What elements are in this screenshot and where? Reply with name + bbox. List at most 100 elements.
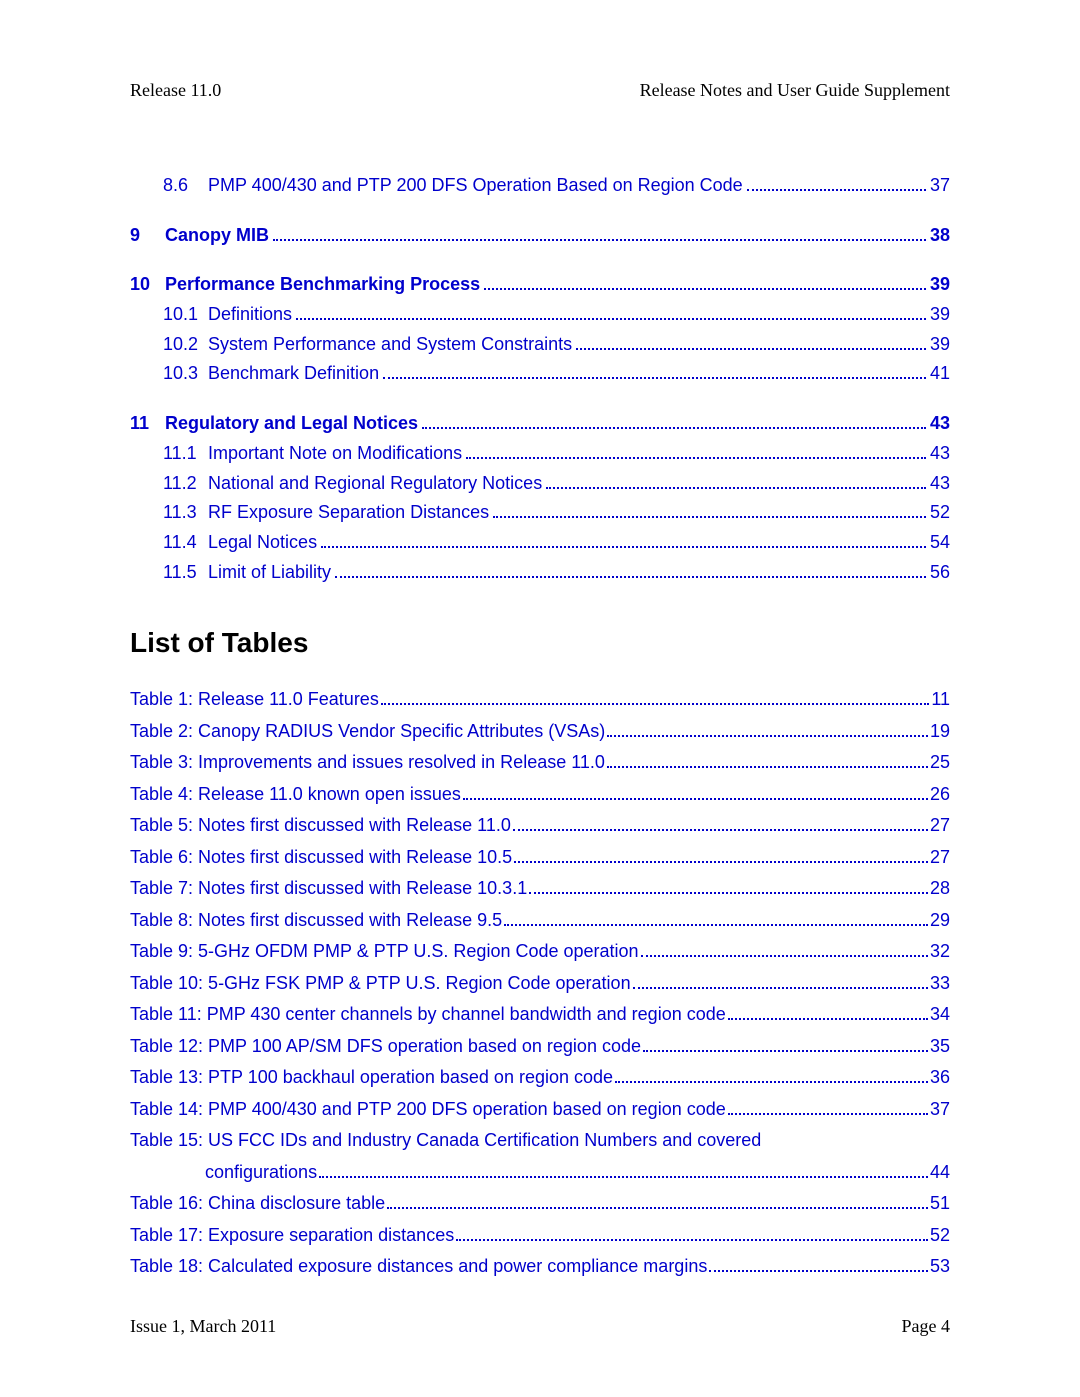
lot-leader-dots [504, 906, 928, 926]
toc-sub-entry[interactable]: 11.2National and Regional Regulatory Not… [130, 469, 950, 499]
lot-entry[interactable]: Table 3: Improvements and issues resolve… [130, 747, 950, 779]
lot-leader-dots [319, 1158, 928, 1178]
toc-sub-entry[interactable]: 11.1Important Note on Modifications43 [130, 439, 950, 469]
lot-entry[interactable]: Table 5: Notes first discussed with Rele… [130, 810, 950, 842]
lot-entry-page: 53 [930, 1251, 950, 1283]
lot-leader-dots [529, 874, 928, 894]
lot-leader-dots [456, 1221, 928, 1241]
toc-entry-number: 10.3 [163, 359, 208, 389]
toc-leader-dots [546, 469, 926, 489]
toc-entry-number: 11.5 [163, 558, 208, 588]
toc-entry-number: 10.1 [163, 300, 208, 330]
lot-entry[interactable]: Table 12: PMP 100 AP/SM DFS operation ba… [130, 1031, 950, 1063]
toc-sub-entry[interactable]: 10.3Benchmark Definition41 [130, 359, 950, 389]
toc-entry-page: 52 [930, 498, 950, 528]
toc-entry-title: RF Exposure Separation Distances [208, 498, 489, 528]
toc-entry-page: 39 [930, 330, 950, 360]
toc-sub-entry[interactable]: 8.6PMP 400/430 and PTP 200 DFS Operation… [130, 171, 950, 201]
lot-leader-dots [381, 685, 929, 705]
lot-entry[interactable]: Table 13: PTP 100 backhaul operation bas… [130, 1062, 950, 1094]
toc-entry-title: Important Note on Modifications [208, 439, 462, 469]
lot-entry-title: Table 18: Calculated exposure distances … [130, 1251, 707, 1283]
header-right: Release Notes and User Guide Supplement [640, 80, 950, 101]
toc-chapter-entry[interactable]: 10Performance Benchmarking Process39 [130, 270, 950, 300]
lot-entry-title: Table 9: 5-GHz OFDM PMP & PTP U.S. Regio… [130, 936, 639, 968]
lot-entry-title: Table 6: Notes first discussed with Rele… [130, 842, 512, 874]
toc-sub-entry[interactable]: 10.2System Performance and System Constr… [130, 330, 950, 360]
lot-entry-page: 37 [930, 1094, 950, 1126]
lot-entry[interactable]: Table 10: 5-GHz FSK PMP & PTP U.S. Regio… [130, 968, 950, 1000]
toc-entry-title: Definitions [208, 300, 292, 330]
toc-entry-title: Benchmark Definition [208, 359, 379, 389]
lot-entry[interactable]: Table 1: Release 11.0 Features11 [130, 684, 950, 716]
lot-leader-dots [615, 1063, 928, 1083]
toc-entry-page: 39 [930, 300, 950, 330]
lot-entry-title: Table 8: Notes first discussed with Rele… [130, 905, 502, 937]
lot-entry[interactable]: Table 8: Notes first discussed with Rele… [130, 905, 950, 937]
lot-entry-title: Table 10: 5-GHz FSK PMP & PTP U.S. Regio… [130, 968, 631, 1000]
lot-entry-title: Table 2: Canopy RADIUS Vendor Specific A… [130, 716, 605, 748]
lot-entry[interactable]: Table 15: US FCC IDs and Industry Canada… [130, 1125, 950, 1188]
toc-entry-title: Limit of Liability [208, 558, 331, 588]
toc-entry-number: 10 [130, 270, 165, 300]
document-page: Release 11.0 Release Notes and User Guid… [0, 0, 1080, 1397]
lot-entry-page: 27 [930, 842, 950, 874]
toc-leader-dots [576, 330, 926, 350]
lot-entry[interactable]: Table 18: Calculated exposure distances … [130, 1251, 950, 1283]
toc-section: 9Canopy MIB38 [130, 221, 950, 251]
lot-leader-dots [633, 969, 928, 989]
toc-sub-entry[interactable]: 11.3RF Exposure Separation Distances52 [130, 498, 950, 528]
lot-entry[interactable]: Table 14: PMP 400/430 and PTP 200 DFS op… [130, 1094, 950, 1126]
lot-entry[interactable]: Table 17: Exposure separation distances5… [130, 1220, 950, 1252]
lot-entry-page: 32 [930, 936, 950, 968]
page-header: Release 11.0 Release Notes and User Guid… [130, 80, 950, 101]
lot-entry-title: Table 14: PMP 400/430 and PTP 200 DFS op… [130, 1094, 726, 1126]
lot-entry[interactable]: Table 16: China disclosure table51 [130, 1188, 950, 1220]
lot-leader-dots [463, 780, 928, 800]
toc-entry-page: 38 [930, 221, 950, 251]
lot-entry[interactable]: Table 11: PMP 430 center channels by cha… [130, 999, 950, 1031]
lot-entry-page: 44 [930, 1157, 950, 1189]
toc-entry-page: 37 [930, 171, 950, 201]
toc-entry-page: 43 [930, 409, 950, 439]
lot-entry[interactable]: Table 6: Notes first discussed with Rele… [130, 842, 950, 874]
toc-sub-entry[interactable]: 10.1Definitions 39 [130, 300, 950, 330]
lot-leader-dots [728, 1000, 928, 1020]
toc-leader-dots [273, 221, 926, 241]
lot-entry[interactable]: Table 4: Release 11.0 known open issues 2… [130, 779, 950, 811]
lot-entry-page: 33 [930, 968, 950, 1000]
toc-sub-entry[interactable]: 11.5Limit of Liability56 [130, 558, 950, 588]
lot-entry-page: 26 [930, 779, 950, 811]
toc-chapter-entry[interactable]: 9Canopy MIB38 [130, 221, 950, 251]
toc-entry-title: System Performance and System Constraint… [208, 330, 572, 360]
toc-leader-dots [747, 171, 926, 191]
lot-entry-title: Table 12: PMP 100 AP/SM DFS operation ba… [130, 1031, 641, 1063]
page-footer: Issue 1, March 2011 Page 4 [130, 1316, 950, 1337]
toc-chapter-entry[interactable]: 11Regulatory and Legal Notices43 [130, 409, 950, 439]
footer-left: Issue 1, March 2011 [130, 1316, 276, 1337]
lot-leader-dots [514, 843, 928, 863]
lot-entry[interactable]: Table 9: 5-GHz OFDM PMP & PTP U.S. Regio… [130, 936, 950, 968]
table-of-contents: 8.6PMP 400/430 and PTP 200 DFS Operation… [130, 171, 950, 587]
header-left: Release 11.0 [130, 80, 221, 101]
toc-entry-title: National and Regional Regulatory Notices [208, 469, 542, 499]
toc-entry-title: Performance Benchmarking Process [165, 270, 480, 300]
toc-entry-page: 54 [930, 528, 950, 558]
toc-leader-dots [493, 498, 926, 518]
toc-sub-entry[interactable]: 11.4Legal Notices54 [130, 528, 950, 558]
toc-leader-dots [296, 300, 926, 320]
lot-leader-dots [728, 1095, 928, 1115]
toc-section: 8.6PMP 400/430 and PTP 200 DFS Operation… [130, 171, 950, 201]
lot-entry-page: 35 [930, 1031, 950, 1063]
toc-entry-number: 10.2 [163, 330, 208, 360]
lot-entry-title: Table 4: Release 11.0 known open issues [130, 779, 461, 811]
toc-entry-title: Canopy MIB [165, 221, 269, 251]
lot-entry-page: 34 [930, 999, 950, 1031]
lot-entry[interactable]: Table 7: Notes first discussed with Rele… [130, 873, 950, 905]
lot-entry-page: 28 [930, 873, 950, 905]
lot-entry[interactable]: Table 2: Canopy RADIUS Vendor Specific A… [130, 716, 950, 748]
lot-leader-dots [513, 811, 928, 831]
lot-entry-page: 19 [930, 716, 950, 748]
toc-entry-title: Legal Notices [208, 528, 317, 558]
toc-section: 10Performance Benchmarking Process3910.1… [130, 270, 950, 389]
